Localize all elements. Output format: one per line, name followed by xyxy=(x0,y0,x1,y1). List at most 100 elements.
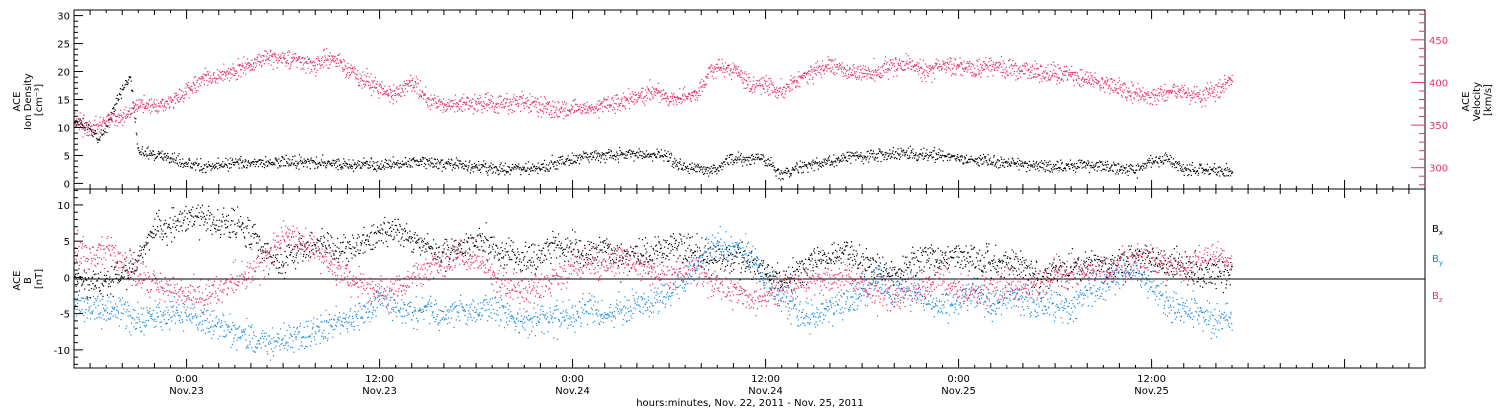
density-point xyxy=(423,162,426,165)
density-point xyxy=(247,160,250,162)
velocity-point xyxy=(299,56,301,58)
density-point xyxy=(132,90,134,93)
density-point xyxy=(98,138,100,140)
velocity-point xyxy=(202,77,204,79)
velocity-point xyxy=(351,70,353,72)
velocity-point xyxy=(664,93,666,95)
density-point xyxy=(1072,164,1074,166)
velocity-point xyxy=(260,56,262,58)
velocity-point xyxy=(832,68,834,70)
velocity-point xyxy=(542,110,544,112)
velocity-point xyxy=(973,65,975,67)
density-point xyxy=(1150,166,1152,168)
velocity-point xyxy=(820,73,822,75)
velocity-point xyxy=(580,112,582,114)
density-point xyxy=(601,152,603,154)
velocity-point xyxy=(1059,82,1061,84)
velocity-point xyxy=(609,106,611,108)
density-point xyxy=(830,163,832,166)
velocity-point xyxy=(605,106,607,109)
velocity-point xyxy=(435,107,437,109)
velocity-point xyxy=(988,58,990,60)
density-point xyxy=(879,151,882,153)
density-point xyxy=(818,161,820,163)
density-point xyxy=(823,158,825,160)
velocity-point xyxy=(422,91,424,94)
density-point xyxy=(345,165,347,167)
density-point xyxy=(316,163,318,165)
density-point xyxy=(763,156,765,158)
velocity-point xyxy=(498,112,500,114)
velocity-point xyxy=(1035,68,1037,70)
velocity-point xyxy=(283,58,286,60)
density-point xyxy=(811,167,813,169)
velocity-point xyxy=(539,108,541,111)
velocity-point xyxy=(1172,90,1174,92)
velocity-point xyxy=(253,69,255,71)
density-point xyxy=(748,156,750,158)
velocity-point xyxy=(237,64,239,66)
density-point xyxy=(1045,169,1047,171)
velocity-point xyxy=(901,69,904,71)
density-point xyxy=(315,163,317,165)
density-point xyxy=(720,162,723,164)
density-point xyxy=(640,150,642,153)
velocity-point xyxy=(716,63,719,65)
velocity-point xyxy=(140,99,142,101)
velocity-point xyxy=(623,105,625,107)
density-point xyxy=(149,153,151,155)
density-point xyxy=(483,160,485,162)
density-point xyxy=(748,160,750,162)
velocity-point xyxy=(679,98,682,100)
velocity-point xyxy=(727,65,729,67)
velocity-point xyxy=(1065,70,1067,72)
density-point xyxy=(498,173,500,175)
velocity-point xyxy=(182,94,184,97)
velocity-point xyxy=(150,98,152,100)
velocity-point xyxy=(870,76,872,78)
velocity-point xyxy=(503,106,505,108)
density-point xyxy=(159,156,162,159)
density-point xyxy=(1192,170,1195,173)
velocity-point xyxy=(514,100,516,102)
density-point xyxy=(461,163,463,165)
velocity-point xyxy=(1109,93,1111,95)
velocity-point xyxy=(421,96,423,98)
velocity-point xyxy=(899,64,901,66)
velocity-point xyxy=(562,110,564,113)
density-point xyxy=(1208,173,1211,175)
velocity-point xyxy=(1119,86,1121,88)
velocity-point xyxy=(737,75,739,77)
density-point xyxy=(92,135,94,138)
velocity-point xyxy=(490,99,492,101)
density-point xyxy=(325,166,327,168)
velocity-point xyxy=(335,62,337,65)
velocity-point xyxy=(424,94,426,96)
density-point xyxy=(653,153,655,155)
density-point xyxy=(318,161,321,164)
velocity-point xyxy=(507,106,509,108)
velocity-point xyxy=(563,118,565,120)
density-point xyxy=(594,152,596,154)
velocity-point xyxy=(283,57,285,59)
density-point xyxy=(485,170,487,173)
velocity-point xyxy=(1068,74,1070,76)
velocity-point xyxy=(395,94,397,96)
velocity-point xyxy=(840,68,842,70)
velocity-point xyxy=(565,102,567,104)
density-point xyxy=(1077,165,1079,168)
density-point xyxy=(145,150,147,152)
density-point xyxy=(668,153,671,155)
density-point xyxy=(288,163,290,165)
density-point xyxy=(121,88,123,90)
velocity-point xyxy=(100,129,103,131)
velocity-point xyxy=(759,85,762,87)
density-point xyxy=(1102,164,1105,166)
velocity-point xyxy=(1102,79,1104,81)
density-point xyxy=(913,155,915,157)
velocity-point xyxy=(374,86,376,88)
velocity-point xyxy=(640,91,643,93)
density-point xyxy=(743,161,745,163)
velocity-point xyxy=(635,102,637,104)
velocity-point xyxy=(1124,82,1126,84)
